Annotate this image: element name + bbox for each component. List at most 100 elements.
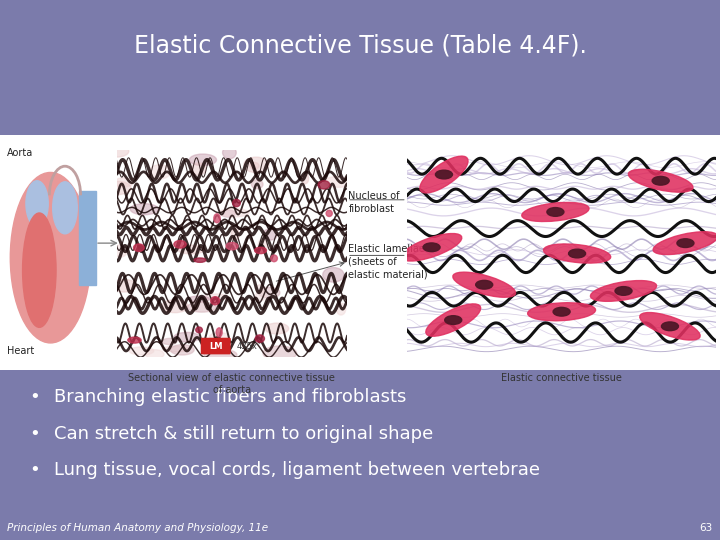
- Ellipse shape: [336, 303, 346, 315]
- Ellipse shape: [323, 267, 344, 282]
- Ellipse shape: [528, 303, 595, 321]
- Ellipse shape: [423, 243, 440, 252]
- Ellipse shape: [445, 316, 462, 325]
- Text: 435x: 435x: [236, 341, 257, 350]
- Ellipse shape: [149, 165, 171, 179]
- Ellipse shape: [145, 350, 164, 359]
- Ellipse shape: [476, 280, 492, 289]
- Ellipse shape: [104, 181, 131, 194]
- Ellipse shape: [105, 145, 129, 157]
- Ellipse shape: [174, 240, 186, 248]
- Ellipse shape: [255, 247, 266, 254]
- FancyBboxPatch shape: [201, 338, 230, 354]
- Ellipse shape: [258, 239, 267, 253]
- Ellipse shape: [522, 202, 589, 221]
- Ellipse shape: [318, 181, 330, 189]
- Ellipse shape: [133, 244, 144, 252]
- Ellipse shape: [162, 339, 177, 345]
- Ellipse shape: [204, 349, 237, 360]
- Ellipse shape: [22, 213, 56, 327]
- Bar: [79, 191, 96, 285]
- Ellipse shape: [26, 181, 48, 226]
- Ellipse shape: [258, 287, 280, 298]
- Ellipse shape: [218, 208, 249, 217]
- Ellipse shape: [130, 347, 154, 355]
- Ellipse shape: [590, 281, 657, 301]
- Ellipse shape: [178, 245, 204, 254]
- Ellipse shape: [233, 199, 240, 207]
- Text: Sectional view of elastic connective tissue
of aorta: Sectional view of elastic connective tis…: [128, 373, 336, 395]
- Ellipse shape: [324, 177, 352, 187]
- Text: Elastic lamellae
(sheets of
elastic material): Elastic lamellae (sheets of elastic mate…: [348, 245, 428, 279]
- Ellipse shape: [436, 170, 452, 179]
- Ellipse shape: [189, 154, 217, 166]
- Text: Aorta: Aorta: [7, 148, 33, 159]
- Ellipse shape: [256, 291, 266, 301]
- Ellipse shape: [210, 333, 229, 341]
- Text: Nucleus of
fibroblast: Nucleus of fibroblast: [348, 191, 400, 214]
- Ellipse shape: [221, 210, 235, 217]
- Ellipse shape: [222, 146, 236, 159]
- Ellipse shape: [187, 302, 217, 312]
- Text: Branching elastic fibers and fibroblasts: Branching elastic fibers and fibroblasts: [54, 388, 406, 406]
- Ellipse shape: [263, 346, 297, 361]
- Ellipse shape: [629, 170, 693, 192]
- Ellipse shape: [256, 335, 264, 342]
- Ellipse shape: [553, 307, 570, 316]
- Ellipse shape: [204, 294, 228, 300]
- Ellipse shape: [10, 172, 91, 343]
- Text: LM: LM: [209, 341, 222, 350]
- Ellipse shape: [244, 157, 269, 173]
- Text: •: •: [29, 388, 40, 406]
- Ellipse shape: [162, 300, 188, 313]
- Text: Elastic connective tissue: Elastic connective tissue: [501, 373, 622, 383]
- Ellipse shape: [652, 177, 669, 185]
- Ellipse shape: [194, 258, 206, 262]
- Ellipse shape: [114, 245, 127, 257]
- Bar: [0, 135, 720, 370]
- Ellipse shape: [214, 214, 220, 222]
- Ellipse shape: [216, 328, 222, 337]
- Ellipse shape: [188, 296, 210, 302]
- Text: 63: 63: [700, 523, 713, 533]
- Ellipse shape: [547, 207, 564, 217]
- Text: Can stretch & still return to original shape: Can stretch & still return to original s…: [54, 424, 433, 443]
- Ellipse shape: [677, 239, 694, 247]
- Ellipse shape: [263, 229, 277, 240]
- Ellipse shape: [256, 285, 264, 293]
- Ellipse shape: [662, 322, 678, 330]
- Ellipse shape: [653, 232, 718, 254]
- Ellipse shape: [53, 182, 77, 234]
- Text: •: •: [29, 424, 40, 443]
- Ellipse shape: [211, 296, 220, 305]
- Text: Elastic Connective Tissue (Table 4.4F).: Elastic Connective Tissue (Table 4.4F).: [134, 34, 586, 58]
- Text: Heart: Heart: [7, 346, 35, 356]
- Ellipse shape: [250, 163, 259, 169]
- Ellipse shape: [420, 156, 468, 193]
- Ellipse shape: [426, 304, 481, 336]
- Ellipse shape: [615, 287, 632, 295]
- Ellipse shape: [640, 313, 700, 340]
- Text: Lung tissue, vocal cords, ligament between vertebrae: Lung tissue, vocal cords, ligament betwe…: [54, 461, 540, 480]
- Ellipse shape: [196, 327, 202, 333]
- Ellipse shape: [162, 346, 189, 352]
- Ellipse shape: [128, 337, 141, 343]
- Text: Principles of Human Anatomy and Physiology, 11e: Principles of Human Anatomy and Physiolo…: [7, 523, 269, 533]
- Ellipse shape: [226, 242, 238, 250]
- Ellipse shape: [174, 332, 199, 342]
- Ellipse shape: [569, 249, 585, 258]
- Ellipse shape: [251, 180, 263, 189]
- Ellipse shape: [171, 345, 194, 355]
- Ellipse shape: [130, 204, 158, 215]
- Ellipse shape: [302, 173, 309, 184]
- Ellipse shape: [271, 255, 277, 262]
- Ellipse shape: [114, 178, 133, 187]
- Ellipse shape: [401, 233, 462, 261]
- Ellipse shape: [453, 272, 516, 297]
- Ellipse shape: [231, 228, 239, 240]
- Ellipse shape: [112, 279, 137, 292]
- Ellipse shape: [544, 244, 611, 263]
- Ellipse shape: [192, 163, 206, 175]
- Text: •: •: [29, 461, 40, 480]
- Ellipse shape: [265, 323, 289, 334]
